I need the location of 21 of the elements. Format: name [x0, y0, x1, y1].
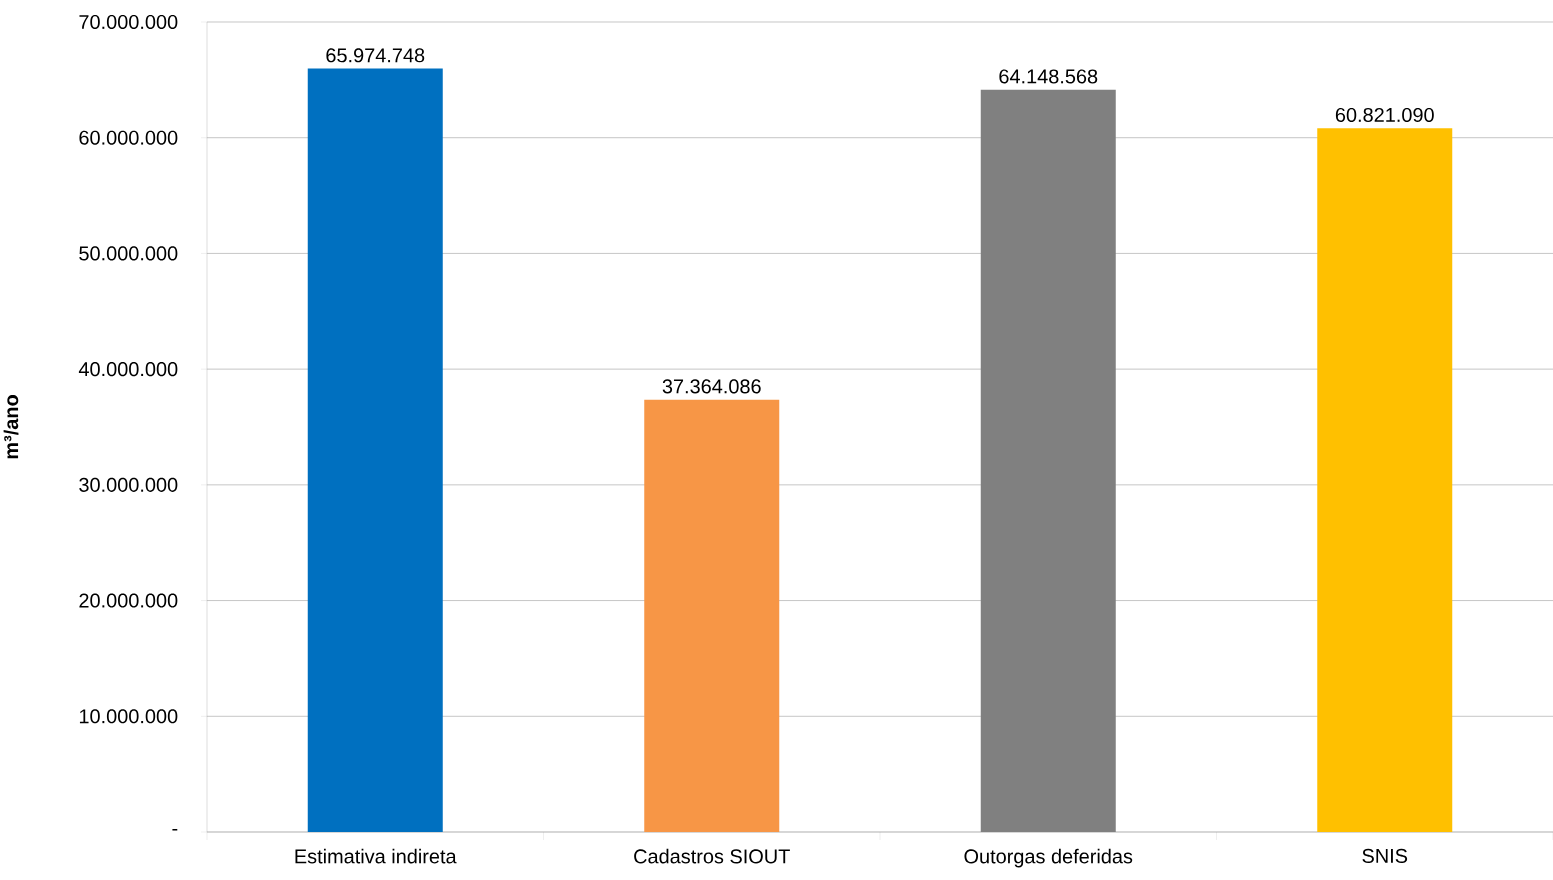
- y-tick-label: 10.000.000: [79, 709, 178, 724]
- data-label: 64.148.568: [999, 69, 1098, 84]
- bar: [980, 89, 1116, 832]
- data-label: 37.364.086: [662, 379, 761, 394]
- y-tick-label: 50.000.000: [79, 246, 178, 261]
- y-tick-label: 30.000.000: [79, 477, 178, 492]
- bar: [1317, 128, 1453, 832]
- y-axis-title: m³/ano: [3, 395, 19, 459]
- y-tick-label: 60.000.000: [79, 130, 178, 145]
- y-tick-label: 20.000.000: [79, 593, 178, 608]
- x-tick-label: Cadastros SIOUT: [634, 848, 790, 864]
- y-tick-label: -: [172, 828, 178, 831]
- bar: [644, 399, 780, 832]
- y-tick-label: 70.000.000: [79, 14, 178, 30]
- x-tick-label: Estimativa indireta: [295, 848, 457, 864]
- y-tick-label: 40.000.000: [78, 362, 178, 377]
- x-tick-label: Outorgas deferidas: [964, 848, 1133, 868]
- data-label: 60.821.090: [1335, 107, 1434, 122]
- bar: [307, 68, 443, 832]
- x-tick-label: SNIS: [1362, 848, 1408, 863]
- data-label: 65.974.748: [326, 48, 425, 63]
